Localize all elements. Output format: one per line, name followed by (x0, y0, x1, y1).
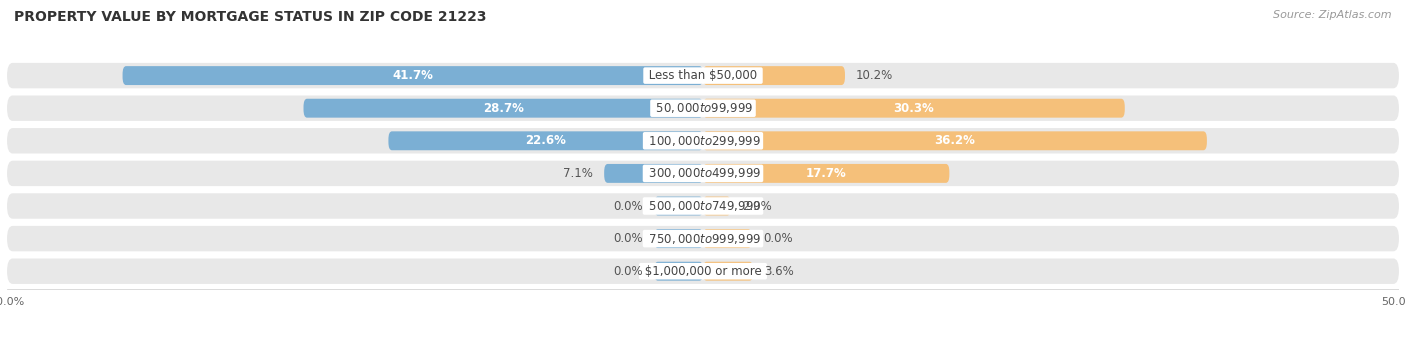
Text: 17.7%: 17.7% (806, 167, 846, 180)
Text: 30.3%: 30.3% (893, 102, 934, 115)
Text: 0.0%: 0.0% (613, 232, 643, 245)
FancyBboxPatch shape (7, 161, 1399, 186)
FancyBboxPatch shape (304, 99, 703, 118)
Text: $50,000 to $99,999: $50,000 to $99,999 (652, 101, 754, 115)
FancyBboxPatch shape (7, 258, 1399, 284)
FancyBboxPatch shape (388, 131, 703, 150)
Text: 7.1%: 7.1% (564, 167, 593, 180)
Text: 22.6%: 22.6% (526, 134, 567, 147)
Text: Source: ZipAtlas.com: Source: ZipAtlas.com (1274, 10, 1392, 20)
FancyBboxPatch shape (605, 164, 703, 183)
Text: 0.0%: 0.0% (613, 265, 643, 278)
FancyBboxPatch shape (7, 63, 1399, 88)
FancyBboxPatch shape (703, 197, 731, 216)
Text: 10.2%: 10.2% (856, 69, 893, 82)
Text: 0.0%: 0.0% (613, 200, 643, 212)
FancyBboxPatch shape (703, 262, 754, 280)
Text: $500,000 to $749,999: $500,000 to $749,999 (644, 199, 762, 213)
FancyBboxPatch shape (703, 66, 845, 85)
Text: $100,000 to $299,999: $100,000 to $299,999 (644, 134, 762, 148)
Text: 36.2%: 36.2% (935, 134, 976, 147)
Text: $1,000,000 or more: $1,000,000 or more (641, 265, 765, 278)
FancyBboxPatch shape (7, 128, 1399, 154)
Text: 3.6%: 3.6% (765, 265, 794, 278)
FancyBboxPatch shape (654, 197, 703, 216)
FancyBboxPatch shape (7, 226, 1399, 251)
Text: PROPERTY VALUE BY MORTGAGE STATUS IN ZIP CODE 21223: PROPERTY VALUE BY MORTGAGE STATUS IN ZIP… (14, 10, 486, 24)
Text: 2.0%: 2.0% (742, 200, 772, 212)
FancyBboxPatch shape (654, 229, 703, 248)
FancyBboxPatch shape (122, 66, 703, 85)
FancyBboxPatch shape (7, 96, 1399, 121)
FancyBboxPatch shape (703, 131, 1206, 150)
Text: $300,000 to $499,999: $300,000 to $499,999 (644, 166, 762, 181)
Text: 41.7%: 41.7% (392, 69, 433, 82)
FancyBboxPatch shape (703, 99, 1125, 118)
FancyBboxPatch shape (654, 262, 703, 280)
Text: Less than $50,000: Less than $50,000 (645, 69, 761, 82)
FancyBboxPatch shape (703, 164, 949, 183)
FancyBboxPatch shape (703, 229, 752, 248)
Text: $750,000 to $999,999: $750,000 to $999,999 (644, 232, 762, 245)
Text: 0.0%: 0.0% (763, 232, 793, 245)
FancyBboxPatch shape (7, 193, 1399, 219)
Text: 28.7%: 28.7% (482, 102, 523, 115)
